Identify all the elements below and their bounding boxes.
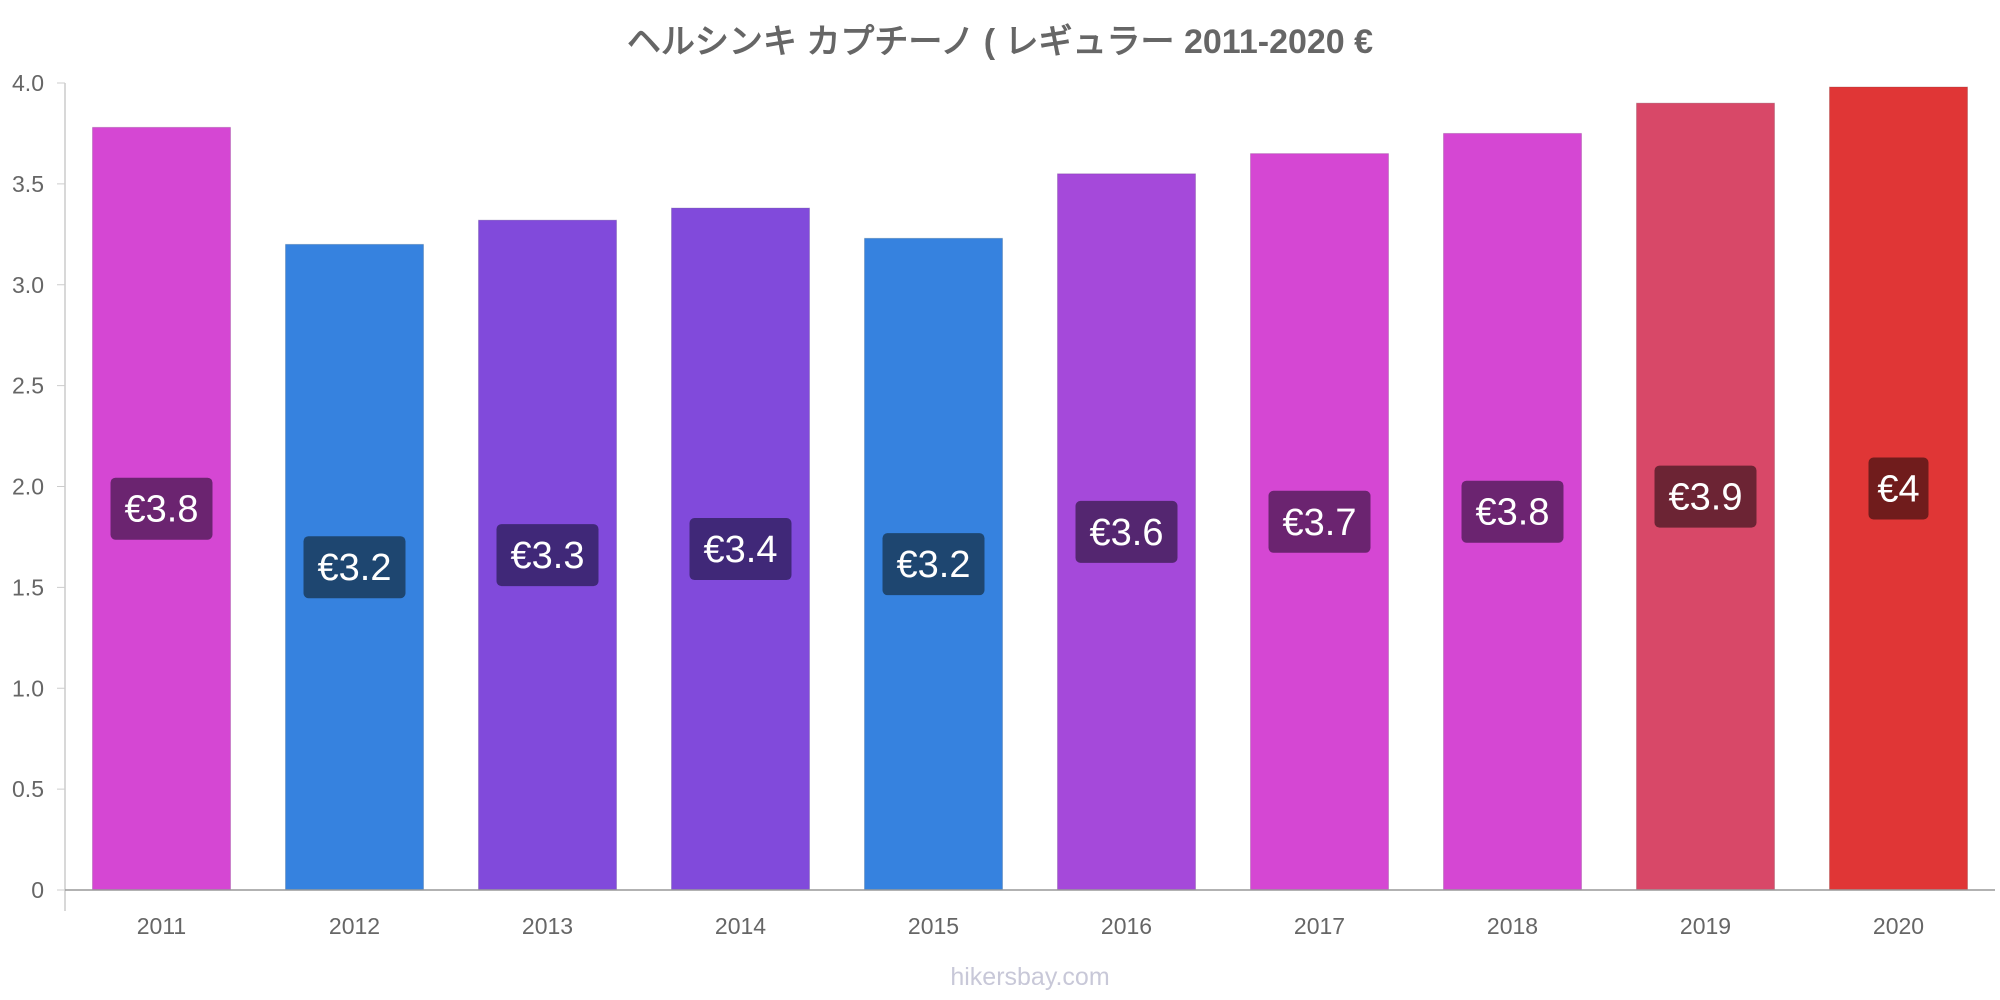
x-tick-label: 2020 bbox=[1873, 913, 1924, 939]
data-label-box bbox=[303, 536, 406, 599]
y-tick-label: 2.0 bbox=[12, 474, 44, 500]
x-tick-label: 2018 bbox=[1487, 913, 1538, 939]
y-tick-label: 2.5 bbox=[12, 373, 44, 399]
data-label-box bbox=[882, 533, 985, 596]
data-label: €3.9 bbox=[1669, 477, 1743, 519]
y-tick-label: 0.5 bbox=[12, 776, 44, 802]
x-tick-label: 2011 bbox=[137, 913, 186, 939]
x-tick-label: 2015 bbox=[908, 913, 959, 939]
data-label: €3.3 bbox=[511, 535, 585, 577]
x-tick-label: 2012 bbox=[329, 913, 380, 939]
data-label-box bbox=[1268, 490, 1371, 553]
y-tick-label: 3.0 bbox=[12, 272, 44, 298]
data-label: €3.4 bbox=[704, 529, 778, 571]
x-tick-label: 2016 bbox=[1101, 913, 1152, 939]
data-label-box bbox=[110, 477, 213, 540]
x-tick-label: 2017 bbox=[1294, 913, 1345, 939]
data-label: €3.7 bbox=[1283, 502, 1357, 544]
data-label: €3.6 bbox=[1090, 512, 1164, 554]
x-tick-label: 2013 bbox=[522, 913, 573, 939]
y-tick-label: 4.0 bbox=[12, 70, 44, 96]
data-label: €3.8 bbox=[1476, 492, 1550, 534]
data-label-box bbox=[1461, 480, 1564, 543]
data-label-box bbox=[689, 518, 792, 581]
data-label-box bbox=[1654, 465, 1757, 528]
data-label: €3.2 bbox=[318, 547, 392, 589]
data-label-box bbox=[496, 524, 599, 587]
y-tick-label: 1.5 bbox=[12, 574, 44, 600]
data-label: €4 bbox=[1877, 469, 1919, 511]
y-tick-label: 3.5 bbox=[12, 171, 44, 197]
data-label: €3.2 bbox=[897, 544, 971, 586]
data-labels-group: €3.8 €3.2 €3.3 €3.4 €3.2 €3.6 €3.7 €3.8 €3.9 €4 bbox=[110, 457, 1929, 599]
x-tick-label: 2014 bbox=[715, 913, 766, 939]
watermark: hikersbay.com bbox=[950, 963, 1109, 991]
y-axis-ticks: 0 0.5 1.0 1.5 2.0 2.5 3.0 3.5 4.0 bbox=[12, 70, 65, 903]
chart-title: ヘルシンキ カプチーノ ( レギュラー 2011-2020 € bbox=[627, 23, 1373, 61]
y-tick-label: 0 bbox=[31, 877, 44, 903]
axes bbox=[64, 83, 1995, 911]
data-label-box bbox=[1075, 500, 1178, 563]
data-label: €3.8 bbox=[125, 489, 199, 531]
x-axis-ticks: 2011 2012 2013 2014 2015 2016 2017 2018 2019 2020 bbox=[137, 913, 1924, 939]
data-label-box bbox=[1868, 457, 1929, 520]
x-tick-label: 2019 bbox=[1680, 913, 1731, 939]
y-tick-label: 1.0 bbox=[12, 675, 44, 701]
